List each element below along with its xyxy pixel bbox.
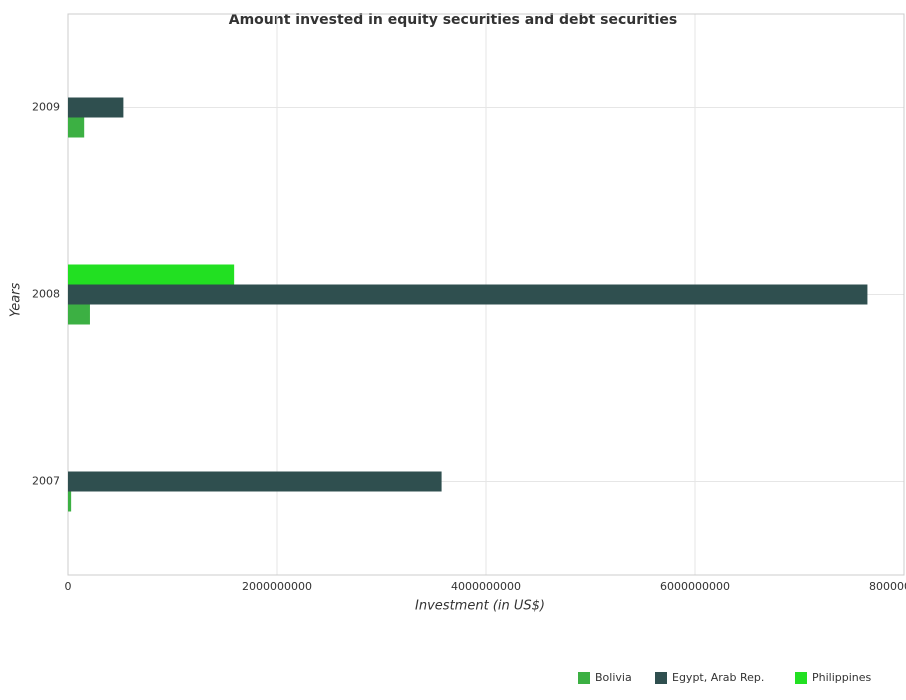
x-tick-label: 2000000000 — [242, 580, 312, 593]
x-tick-label: 6000000000 — [660, 580, 730, 593]
y-tick-label: 2008 — [32, 288, 60, 301]
y-tick-label: 2009 — [32, 101, 60, 114]
x-tick-label: 0 — [65, 580, 72, 593]
bar — [68, 471, 442, 492]
bar — [68, 97, 124, 118]
y-tick-label: 2007 — [32, 475, 60, 488]
legend-label: Bolivia — [595, 671, 632, 684]
legend-label: Philippines — [812, 671, 872, 684]
legend-swatch — [795, 672, 807, 684]
y-axis-title: Years — [9, 282, 24, 317]
bar — [68, 491, 72, 512]
bar — [68, 304, 90, 325]
bar — [68, 117, 85, 138]
x-axis-title: Investment (in US$) — [415, 599, 545, 614]
chart-title: Amount invested in equity securities and… — [229, 12, 677, 28]
bar — [68, 284, 868, 305]
legend-label: Egypt, Arab Rep. — [672, 671, 764, 684]
x-tick-label: 4000000000 — [451, 580, 521, 593]
x-tick-label: 8000000000 — [869, 580, 906, 593]
legend-swatch — [578, 672, 590, 684]
bar — [68, 264, 235, 285]
legend-swatch — [655, 672, 667, 684]
